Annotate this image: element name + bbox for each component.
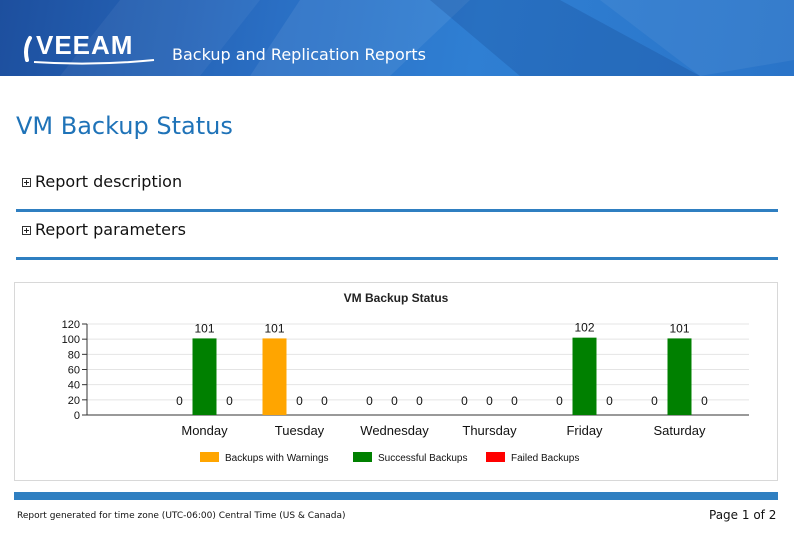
data-label: 0 — [391, 394, 398, 408]
page-title: VM Backup Status — [16, 112, 233, 140]
page-indicator: Page 1 of 2 — [709, 508, 777, 522]
section-label: Report description — [35, 172, 183, 191]
data-label: 0 — [511, 394, 518, 408]
y-tick-label: 40 — [68, 380, 80, 392]
data-label: 0 — [651, 394, 658, 408]
footer-bar — [14, 492, 778, 500]
x-tick-label: Friday — [566, 423, 603, 438]
y-tick-label: 20 — [68, 395, 80, 407]
data-label: 0 — [606, 394, 613, 408]
data-label: 101 — [194, 321, 214, 335]
data-label: 0 — [296, 394, 303, 408]
report-parameters-section[interactable]: Report parameters — [16, 212, 778, 260]
legend-swatch — [200, 452, 219, 462]
timezone-note: Report generated for time zone (UTC-06:0… — [17, 511, 346, 521]
legend-swatch — [486, 452, 505, 462]
data-label: 0 — [226, 394, 233, 408]
chart-title: VM Backup Status — [344, 291, 449, 305]
x-tick-label: Thursday — [462, 423, 517, 438]
data-label: 0 — [176, 394, 183, 408]
section-label: Report parameters — [35, 220, 186, 239]
legend-swatch — [353, 452, 372, 462]
legend-label: Failed Backups — [511, 453, 579, 464]
report-header: VEEAM Backup and Replication Reports — [0, 0, 794, 76]
x-tick-label: Wednesday — [360, 423, 429, 438]
y-tick-label: 100 — [62, 334, 80, 346]
vm-backup-status-chart: VM Backup Status 0 20 40 60 80 100 120 0 101 0 Mond… — [62, 291, 749, 464]
data-label: 0 — [366, 394, 373, 408]
legend-label: Backups with Warnings — [225, 453, 329, 464]
y-tick-label: 0 — [74, 410, 80, 422]
data-label: 0 — [416, 394, 423, 408]
y-tick-label: 80 — [68, 349, 80, 361]
y-tick-label: 60 — [68, 365, 80, 377]
expand-icon[interactable] — [22, 226, 31, 235]
veeam-logo: VEEAM — [24, 30, 158, 66]
svg-text:VEEAM: VEEAM — [36, 30, 133, 60]
legend-label: Successful Backups — [378, 453, 468, 464]
x-tick-label: Monday — [181, 423, 228, 438]
data-label: 102 — [574, 321, 594, 335]
bar — [572, 337, 597, 415]
bar — [192, 338, 217, 415]
data-label: 101 — [264, 321, 284, 335]
x-tick-label: Tuesday — [275, 423, 325, 438]
data-label: 0 — [461, 394, 468, 408]
bar — [262, 338, 287, 415]
data-label: 0 — [556, 394, 563, 408]
report-description-section[interactable]: Report description — [16, 164, 778, 212]
data-label: 0 — [321, 394, 328, 408]
chart-panel: VM Backup Status 0 20 40 60 80 100 120 0 101 0 Mond… — [14, 282, 778, 481]
expand-icon[interactable] — [22, 178, 31, 187]
y-tick-label: 120 — [62, 319, 80, 331]
data-label: 0 — [486, 394, 493, 408]
header-decoration — [0, 0, 794, 76]
bar — [667, 338, 692, 415]
app-title: Backup and Replication Reports — [172, 45, 426, 64]
data-label: 101 — [669, 321, 689, 335]
x-tick-label: Saturday — [653, 423, 706, 438]
data-label: 0 — [701, 394, 708, 408]
